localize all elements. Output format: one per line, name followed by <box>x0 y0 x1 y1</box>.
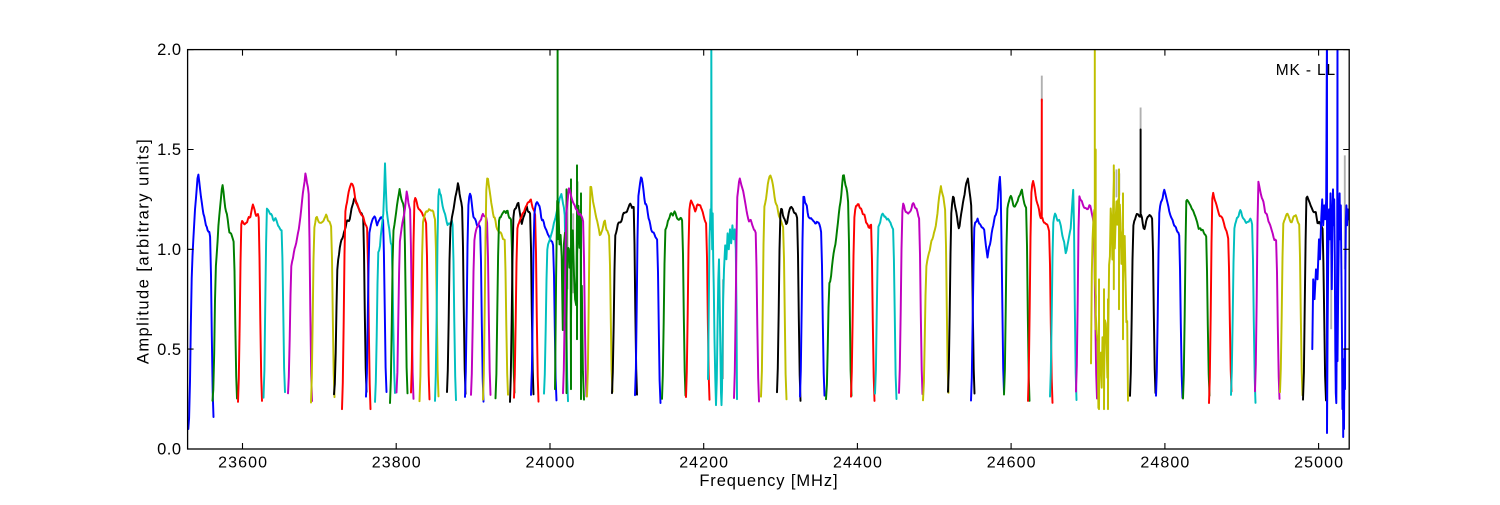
svg-text:Frequency [MHz]: Frequency [MHz] <box>699 472 838 490</box>
svg-text:0.5: 0.5 <box>157 341 181 359</box>
svg-text:1.5: 1.5 <box>157 141 181 159</box>
svg-text:24400: 24400 <box>833 455 883 472</box>
svg-text:Amplitude [arbitrary units]: Amplitude [arbitrary units] <box>135 138 153 364</box>
svg-text:24000: 24000 <box>526 455 576 472</box>
svg-text:24800: 24800 <box>1140 455 1190 472</box>
svg-text:0.0: 0.0 <box>157 441 181 459</box>
svg-text:23600: 23600 <box>218 455 268 472</box>
svg-text:24600: 24600 <box>987 455 1037 472</box>
svg-text:2.0: 2.0 <box>157 41 181 59</box>
svg-text:23800: 23800 <box>372 455 422 472</box>
svg-text:25000: 25000 <box>1294 455 1344 472</box>
svg-text:24200: 24200 <box>679 455 729 472</box>
svg-text:MK - LL: MK - LL <box>1276 62 1336 79</box>
svg-text:1.0: 1.0 <box>157 241 181 259</box>
